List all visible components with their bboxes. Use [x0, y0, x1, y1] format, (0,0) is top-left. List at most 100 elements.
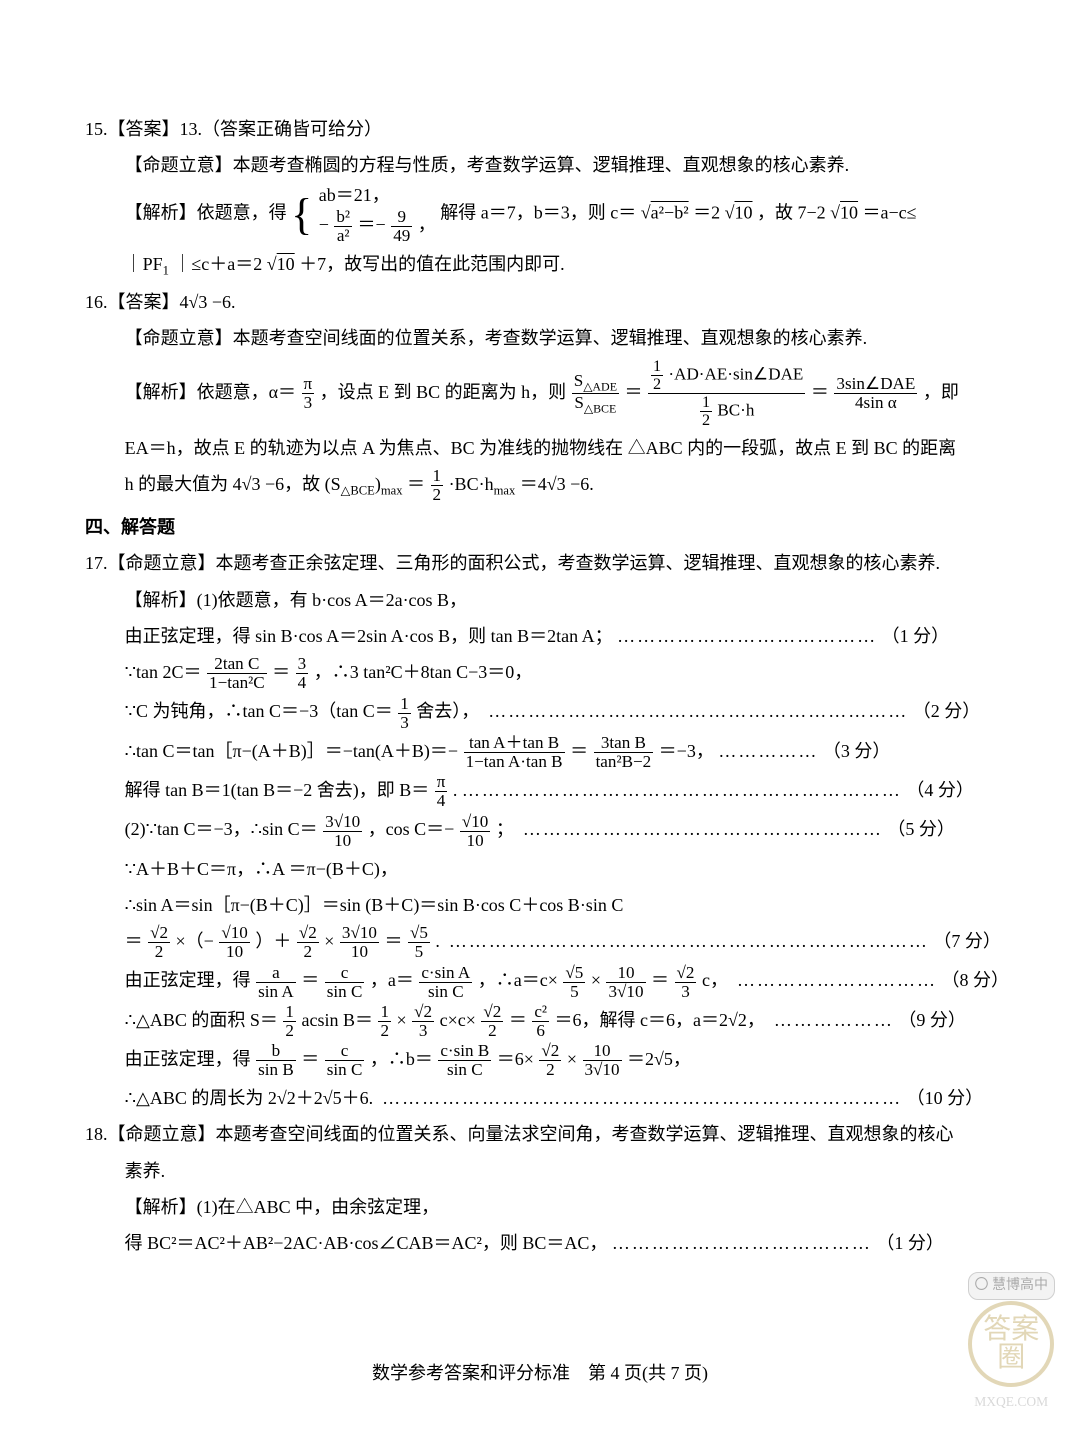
case2b: ＝−: [358, 214, 386, 234]
score: （7 分）: [933, 931, 1001, 951]
t: 慧博高中: [992, 1278, 1048, 1293]
dots: …………………………………: [617, 626, 877, 646]
d: 4: [435, 791, 448, 810]
d: 49: [391, 226, 412, 245]
q17-p1l1: 【解析】(1)依题意，有 b·cos A＝2a·cos B，: [85, 583, 1010, 617]
n: 3sin∠DAE: [834, 375, 917, 393]
d: 6: [532, 1021, 549, 1040]
n: 12 ·AD·AE·sin∠DAE: [648, 358, 805, 393]
f: c²6: [532, 1003, 549, 1040]
t: ×: [567, 1049, 577, 1069]
dots: ………………………………………………………: [488, 701, 908, 721]
pill: 〇 慧博高中: [968, 1272, 1056, 1301]
q16-head: 16.【答案】4√3 −6.: [85, 285, 1010, 319]
frac-3sin: 3sin∠DAE4sin α: [834, 375, 917, 412]
t: 得 BC²＝AC²＋AB²−2AC·AB·cos∠CAB＝AC²，则 BC＝AC…: [125, 1233, 608, 1253]
cases: ab＝21， − b²a² ＝− 949 ，: [319, 184, 436, 244]
d: sin C: [325, 982, 365, 1001]
s: max: [494, 484, 516, 498]
n: c: [325, 1042, 365, 1060]
t: BC·h: [717, 400, 754, 419]
dots: ……………: [718, 741, 818, 761]
q17-p2l6: ∴△ABC 的面积 S＝ 12 acsin B＝ 12 × √23 c×c× √…: [85, 1003, 1010, 1040]
s: △BCE: [341, 484, 375, 498]
n: √5: [408, 924, 430, 942]
q16-intent: 【命题立意】本题考查空间线面的位置关系，考查数学运算、逻辑推理、直观想象的核心素…: [85, 321, 1010, 355]
t: ＝: [407, 474, 425, 494]
n: √2: [539, 1042, 561, 1060]
wm-sub: MXQE.COM: [968, 1389, 1056, 1415]
f: 103√10: [583, 1042, 622, 1079]
f: 12: [378, 1003, 391, 1040]
sqrt-ab: a²−b²: [651, 203, 689, 223]
d: 2: [378, 1021, 391, 1040]
t1c: ，故 7−2: [757, 203, 826, 223]
n: a: [256, 964, 296, 982]
n: b²: [334, 208, 352, 226]
t: c×c×: [440, 1010, 476, 1030]
case1: ab＝21，: [319, 185, 390, 205]
d: 2: [283, 1021, 296, 1040]
t: ＝4√3 −6.: [520, 474, 594, 494]
n: √2: [297, 924, 319, 942]
d: S△BCE: [572, 393, 619, 415]
frac-b2a2: b²a²: [334, 208, 352, 245]
d: 2: [481, 1021, 503, 1040]
n: 10: [583, 1042, 622, 1060]
f: √55: [408, 924, 430, 961]
l2a: ｜PF: [125, 254, 163, 274]
n: 1: [283, 1003, 296, 1021]
q15-head: 15.【答案】13.（答案正确皆可给分）: [85, 112, 1010, 146]
q17-p2l7: 由正弦定理，得 bsin B ＝ csin C ，∴b＝ c·sin Bsin …: [85, 1042, 1010, 1079]
d: 10: [219, 942, 249, 961]
f: √23: [412, 1003, 434, 1040]
t: ，∴a＝c×: [478, 970, 558, 990]
t: ＝: [509, 1010, 527, 1030]
t: 由正弦定理，得: [125, 970, 251, 990]
d: 12 BC·h: [648, 393, 805, 429]
d: sin C: [325, 1060, 365, 1079]
t: 【解析】依题意，α＝: [125, 381, 296, 401]
t: ＝6×: [497, 1049, 534, 1069]
sub1: 1: [163, 263, 169, 277]
n: 1: [378, 1003, 391, 1021]
t: ，cos C＝−: [368, 819, 455, 839]
t1b: ＝2: [693, 203, 720, 223]
n: c·sin A: [419, 964, 472, 982]
n: 3tan B: [594, 734, 654, 752]
f: √23: [675, 964, 697, 1001]
t: ×: [324, 931, 334, 951]
t: ·AD·AE·sin∠DAE: [668, 364, 803, 383]
f: 13: [398, 695, 411, 732]
f: √22: [297, 924, 319, 961]
t: ∴△ABC 的面积 S＝: [125, 1010, 278, 1030]
case2d: ，: [418, 214, 436, 234]
q18-l1: 【解析】(1)在△ABC 中，由余弦定理，: [85, 1190, 1010, 1224]
s: △ADE: [583, 379, 617, 393]
t: ，即: [923, 381, 959, 401]
dots: …………………………: [737, 970, 937, 990]
t1d: ＝a−c≤: [863, 203, 917, 223]
l2c: ＋7，故写出的值在此范围内即可.: [299, 254, 565, 274]
d: 2: [431, 485, 444, 504]
t: (2)∵tan C＝−3，∴sin C＝: [125, 819, 318, 839]
n: 9: [391, 208, 412, 226]
n: b: [256, 1042, 296, 1060]
n: √10: [460, 813, 490, 831]
d: 1−tan A·tan B: [464, 752, 565, 771]
t: .: [453, 780, 458, 800]
d: 10: [323, 831, 362, 850]
t: .: [435, 931, 440, 951]
d: 2: [148, 942, 170, 961]
t: ＝6，解得 c＝6，a＝2√2，: [555, 1010, 765, 1030]
d: 5: [408, 942, 430, 961]
d: 2: [297, 942, 319, 961]
n: 2tan C: [207, 655, 267, 673]
lead: 【解析】依题意，得: [125, 203, 287, 223]
t: ∵C 为钝角，∴tan C＝−3（tan C＝: [125, 701, 393, 721]
t: ∴△ABC 的周长为 2√2＋2√5＋6.: [125, 1088, 374, 1108]
section-4: 四、解答题: [85, 510, 1010, 544]
d: 1−tan²C: [207, 673, 267, 692]
n: 3: [296, 655, 309, 673]
t: ，a＝: [370, 970, 414, 990]
